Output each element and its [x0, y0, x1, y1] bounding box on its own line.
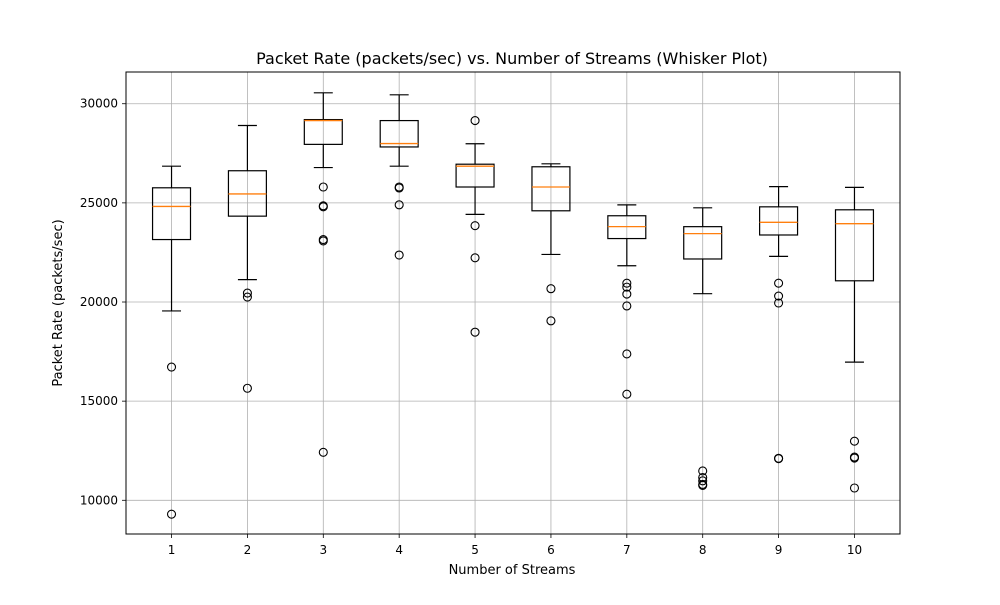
outlier-point	[546, 284, 556, 294]
box-iqr	[531, 166, 571, 212]
x-tick-label: 4	[395, 543, 403, 557]
y-tick-label: 25000	[80, 196, 118, 210]
y-axis-label: Packet Rate (packets/sec)	[51, 219, 66, 386]
outlier-point	[622, 282, 632, 292]
y-tick-label: 10000	[80, 493, 118, 507]
box-group-6	[531, 163, 571, 326]
x-tick-label: 7	[623, 543, 631, 557]
x-tick-label: 2	[244, 543, 252, 557]
outlier-point	[318, 236, 328, 246]
box-group-2	[227, 124, 267, 393]
box-group-9	[759, 186, 799, 464]
outlier-point	[394, 183, 404, 193]
outlier-point	[166, 362, 177, 372]
box-group-5	[455, 116, 495, 337]
outlier-point	[622, 349, 632, 359]
outlier-point	[849, 483, 860, 493]
tick-layer: 1 2 3 4 5 6 7 8 9 10 10000 15000 20000 25000 30000	[80, 97, 862, 557]
x-tick-label: 3	[319, 543, 327, 557]
box-iqr	[683, 226, 723, 260]
box-group-3	[303, 92, 343, 457]
x-tick-label: 1	[168, 543, 176, 557]
box-iqr	[759, 206, 799, 236]
box-group-7	[607, 204, 647, 399]
y-tick-label: 15000	[80, 394, 118, 408]
box-iqr	[303, 118, 343, 145]
box-group-10	[834, 186, 875, 493]
outlier-point	[470, 327, 480, 337]
x-axis-label: Number of Streams	[449, 563, 576, 578]
x-tick-label: 6	[547, 543, 555, 557]
box-layer	[151, 92, 875, 519]
outlier-point	[394, 250, 404, 260]
outlier-point	[774, 298, 784, 308]
x-tick-label: 8	[699, 543, 707, 557]
outlier-point	[470, 116, 480, 126]
box-iqr	[379, 119, 419, 148]
outlier-point	[394, 200, 404, 210]
box-group-1	[151, 165, 192, 519]
outlier-point	[774, 454, 784, 464]
outlier-point	[698, 476, 708, 486]
y-tick-label: 20000	[80, 295, 118, 309]
x-tick-label: 10	[847, 543, 862, 557]
outlier-point	[622, 278, 632, 288]
y-tick-label: 30000	[80, 97, 118, 111]
outlier-point	[242, 383, 252, 393]
grid-layer	[126, 72, 900, 534]
chart-title: Packet Rate (packets/sec) vs. Number of …	[256, 49, 768, 68]
outlier-point	[318, 202, 328, 212]
outlier-point	[622, 301, 632, 311]
outlier-point	[774, 278, 784, 288]
outlier-point	[849, 436, 860, 446]
box-iqr	[834, 209, 875, 282]
outlier-point	[470, 253, 480, 263]
outlier-point	[698, 466, 708, 476]
outlier-point	[622, 289, 632, 299]
outlier-point	[166, 509, 177, 519]
outlier-point	[242, 288, 252, 298]
box-group-4	[379, 94, 419, 260]
outlier-point	[849, 453, 860, 463]
outlier-point	[242, 292, 252, 302]
outlier-point	[622, 389, 632, 399]
outlier-point	[318, 447, 328, 457]
outlier-point	[774, 291, 784, 301]
x-tick-label: 5	[471, 543, 479, 557]
box-group-8	[683, 207, 723, 490]
outlier-point	[698, 480, 708, 490]
outlier-point	[470, 221, 480, 231]
box-iqr	[151, 187, 192, 241]
x-tick-label: 9	[775, 543, 783, 557]
plot-frame	[125, 71, 901, 535]
outlier-point	[318, 182, 328, 192]
box-iqr	[455, 163, 495, 188]
outlier-point	[546, 316, 556, 326]
